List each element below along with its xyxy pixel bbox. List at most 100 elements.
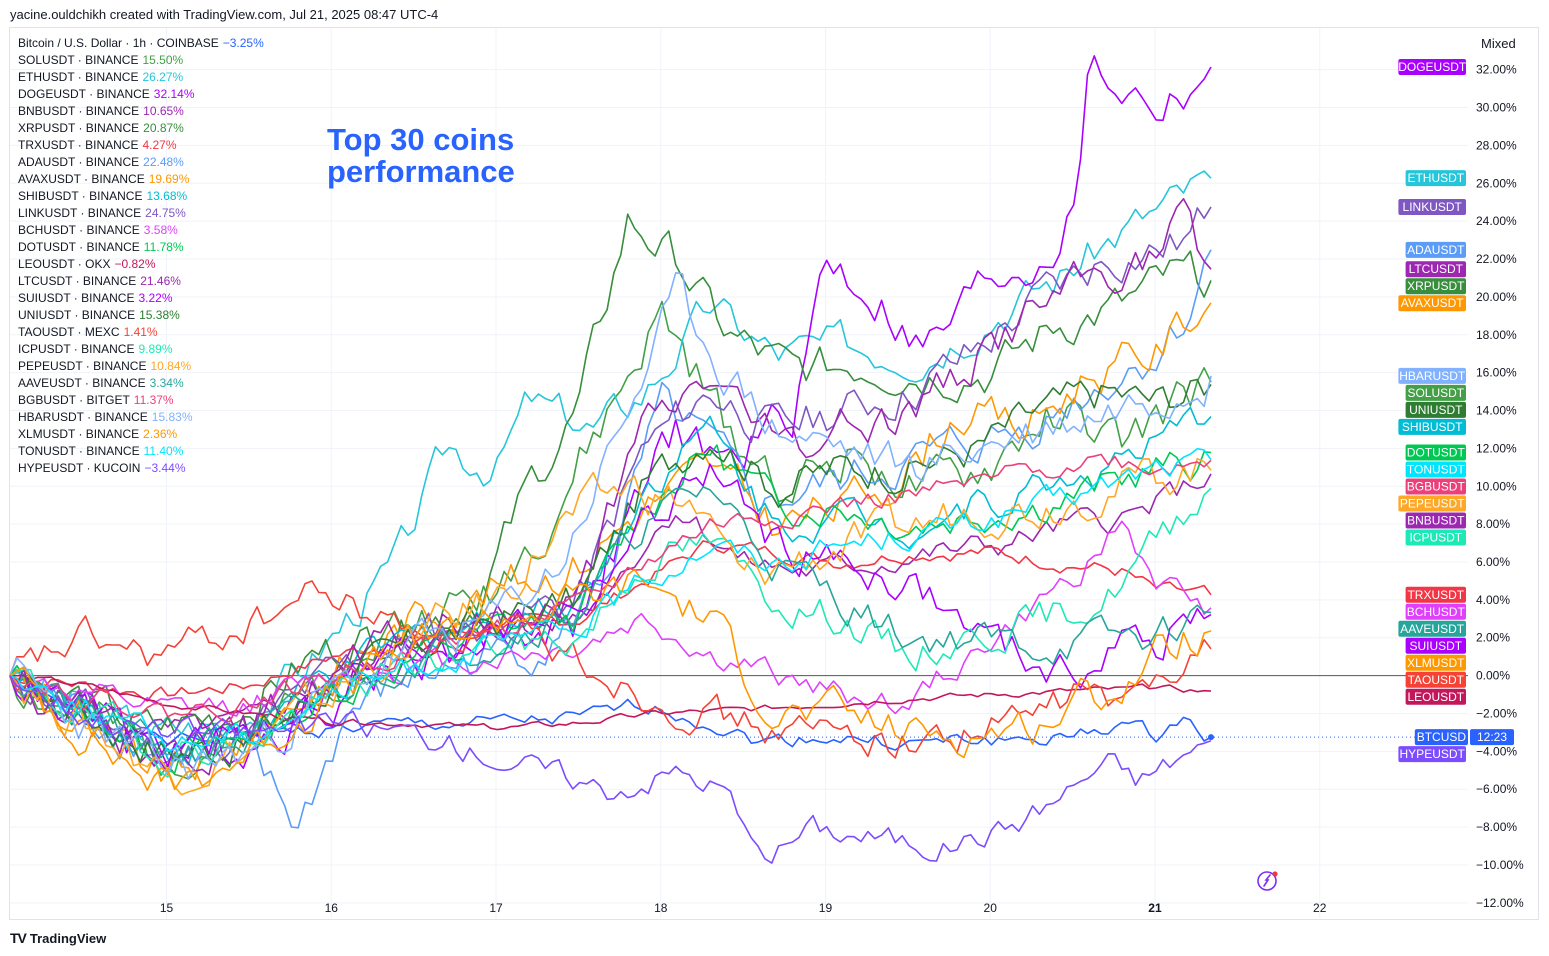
series-tag-label: TRXUSDT bbox=[1407, 588, 1464, 602]
chart-annotation: Top 30 coins performance bbox=[327, 124, 515, 188]
series-line-bgbusdt[interactable] bbox=[9, 453, 1212, 723]
series-tag-label: DOTUSDT bbox=[1407, 446, 1466, 460]
legend-row[interactable]: SUIUSDT · BINANCE 3.22% bbox=[18, 290, 264, 307]
legend-change: 15.38% bbox=[139, 308, 180, 322]
legend-change: 4.27% bbox=[142, 138, 177, 152]
legend-symbol: LEOUSDT · OKX bbox=[18, 257, 111, 271]
legend-symbol: TRXUSDT · BINANCE bbox=[18, 138, 139, 152]
legend-row[interactable]: AVAXUSDT · BINANCE 19.69% bbox=[18, 171, 264, 188]
series-line-adausdt[interactable] bbox=[9, 249, 1212, 829]
legend-change: 2.36% bbox=[143, 427, 178, 441]
legend-row[interactable]: TAOUSDT · MEXC 1.41% bbox=[18, 324, 264, 341]
series-tag-trxusdt: TRXUSDT bbox=[1405, 586, 1466, 603]
x-tick-label: 15 bbox=[160, 901, 174, 915]
y-tick-label: −6.00% bbox=[1476, 782, 1517, 796]
legend-row[interactable]: ICPUSDT · BINANCE 9.89% bbox=[18, 341, 264, 358]
legend-change: 1.41% bbox=[123, 325, 158, 339]
assistant-icon[interactable] bbox=[1257, 871, 1278, 891]
legend-symbol: SOLUSDT · BINANCE bbox=[18, 53, 139, 67]
legend-symbol: XLMUSDT · BINANCE bbox=[18, 427, 140, 441]
series-line-hypeusdt[interactable] bbox=[9, 675, 1212, 864]
series-line-hbarusdt[interactable] bbox=[9, 271, 1212, 780]
legend-row[interactable]: LTCUSDT · BINANCE 21.46% bbox=[18, 273, 264, 290]
series-line-aaveusdt[interactable] bbox=[9, 486, 1212, 763]
legend-row[interactable]: BGBUSDT · BITGET 11.37% bbox=[18, 392, 264, 409]
legend-row[interactable]: LEOUSDT · OKX −0.82% bbox=[18, 256, 264, 273]
x-tick-label: 20 bbox=[984, 901, 998, 915]
legend-symbol: HYPEUSDT · KUCOIN bbox=[18, 461, 141, 475]
y-tick-label: 8.00% bbox=[1476, 517, 1510, 531]
legend-row[interactable]: SHIBUSDT · BINANCE 13.68% bbox=[18, 188, 264, 205]
legend-row[interactable]: ADAUSDT · BINANCE 22.48% bbox=[18, 154, 264, 171]
scale-mode-button[interactable]: Mixed bbox=[1470, 31, 1536, 57]
x-tick-label: 22 bbox=[1313, 901, 1327, 915]
legend-row[interactable]: HYPEUSDT · KUCOIN −3.44% bbox=[18, 460, 264, 477]
series-tag-suiusdt: SUIUSDT bbox=[1405, 637, 1466, 654]
legend-row[interactable]: UNIUSDT · BINANCE 15.38% bbox=[18, 307, 264, 324]
legend-row[interactable]: XLMUSDT · BINANCE 2.36% bbox=[18, 426, 264, 443]
legend-change: 26.27% bbox=[142, 70, 184, 84]
series-tag-leousdt: LEOUSDT bbox=[1405, 688, 1466, 705]
series-line-taousdt[interactable] bbox=[9, 580, 1212, 759]
series-line-avaxusdt[interactable] bbox=[9, 302, 1212, 783]
legend-symbol: DOTUSDT · BINANCE bbox=[18, 240, 140, 254]
series-line-ltcusdt[interactable] bbox=[9, 198, 1212, 776]
legend-row[interactable]: SOLUSDT · BINANCE 15.50% bbox=[18, 52, 264, 69]
y-tick-label: 4.00% bbox=[1476, 593, 1510, 607]
tradingview-footer[interactable]: TV TradingView bbox=[10, 930, 106, 946]
y-tick-label: 6.00% bbox=[1476, 555, 1510, 569]
series-tag-avaxusdt: AVAXUSDT bbox=[1398, 295, 1466, 312]
series-line-xrpusdt[interactable] bbox=[9, 213, 1212, 734]
legend-change: 15.83% bbox=[151, 410, 193, 424]
legend-row[interactable]: BNBUSDT · BINANCE 10.65% bbox=[18, 103, 264, 120]
legend-change: 15.50% bbox=[142, 53, 184, 67]
series-tag-label: TAOUSDT bbox=[1408, 673, 1465, 687]
series-line-tonusdt[interactable] bbox=[9, 447, 1212, 753]
legend-row[interactable]: DOGEUSDT · BINANCE 32.14% bbox=[18, 86, 264, 103]
series-line-dotusdt[interactable] bbox=[9, 444, 1212, 774]
series-line-pepeusdt[interactable] bbox=[9, 457, 1212, 796]
series-tag-ethusdt: ETHUSDT bbox=[1405, 170, 1466, 187]
series-tag-label: SOLUSDT bbox=[1407, 386, 1464, 400]
series-line-icpusdt[interactable] bbox=[9, 487, 1212, 778]
legend-symbol: AAVEUSDT · BINANCE bbox=[18, 376, 146, 390]
series-line-leousdt[interactable] bbox=[9, 674, 1212, 731]
legend-row[interactable]: AAVEUSDT · BINANCE 3.34% bbox=[18, 375, 264, 392]
legend-row[interactable]: BCHUSDT · BINANCE 3.58% bbox=[18, 222, 264, 239]
series-line-uniusdt[interactable] bbox=[9, 378, 1212, 768]
legend-row[interactable]: HBARUSDT · BINANCE 15.83% bbox=[18, 409, 264, 426]
legend-row[interactable]: ETHUSDT · BINANCE 26.27% bbox=[18, 69, 264, 86]
series-tag-label: ADAUSDT bbox=[1407, 243, 1465, 257]
series-line-suiusdt[interactable] bbox=[9, 463, 1212, 768]
series-tag-label: ETHUSDT bbox=[1407, 171, 1464, 185]
series-line-bchusdt[interactable] bbox=[9, 520, 1212, 717]
annotation-line-1: Top 30 coins bbox=[327, 122, 515, 157]
x-tick-label: 17 bbox=[489, 901, 503, 915]
legend-change: 32.14% bbox=[153, 87, 195, 101]
legend-row[interactable]: PEPEUSDT · BINANCE 10.84% bbox=[18, 358, 264, 375]
legend-symbol: BCHUSDT · BINANCE bbox=[18, 223, 140, 237]
legend-change: 20.87% bbox=[143, 121, 184, 135]
legend-row[interactable]: DOTUSDT · BINANCE 11.78% bbox=[18, 239, 264, 256]
series-line-xlmusdt[interactable] bbox=[9, 568, 1212, 792]
series-line-bnbusdt[interactable] bbox=[9, 473, 1212, 735]
series-tag-uniusdt: UNIUSDT bbox=[1405, 401, 1466, 418]
series-line-trxusdt[interactable] bbox=[9, 540, 1212, 702]
legend-change: 3.22% bbox=[138, 291, 173, 305]
legend-symbol: XRPUSDT · BINANCE bbox=[18, 121, 140, 135]
series-tag-label: SUIUSDT bbox=[1409, 639, 1462, 653]
series-tag-xrpusdt: XRPUSDT bbox=[1405, 278, 1466, 295]
legend-row[interactable]: TRXUSDT · BINANCE 4.27% bbox=[18, 137, 264, 154]
legend-change: −3.44% bbox=[144, 461, 186, 475]
series-tag-label: BCHUSDT bbox=[1407, 605, 1466, 619]
legend-row[interactable]: TONUSDT · BINANCE 11.40% bbox=[18, 443, 264, 460]
legend-row[interactable]: Bitcoin / U.S. Dollar · 1h · COINBASE −3.… bbox=[18, 35, 264, 52]
legend-row[interactable]: LINKUSDT · BINANCE 24.75% bbox=[18, 205, 264, 222]
legend-symbol: PEPEUSDT · BINANCE bbox=[18, 359, 147, 373]
chart-header: yacine.ouldchikh created with TradingVie… bbox=[10, 7, 439, 22]
y-tick-label: 32.00% bbox=[1476, 63, 1517, 77]
legend-row[interactable]: XRPUSDT · BINANCE 20.87% bbox=[18, 120, 264, 137]
legend-symbol: Bitcoin / U.S. Dollar · 1h · COINBASE bbox=[18, 36, 219, 50]
series-tag-label: BTCUSD bbox=[1417, 730, 1467, 744]
